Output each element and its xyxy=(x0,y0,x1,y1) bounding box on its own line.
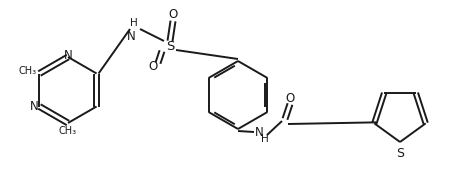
Text: O: O xyxy=(285,93,294,105)
Text: S: S xyxy=(395,147,403,160)
Text: CH₃: CH₃ xyxy=(59,126,77,136)
Text: H: H xyxy=(130,18,138,28)
Text: O: O xyxy=(168,8,177,21)
Text: N: N xyxy=(64,50,72,62)
Text: N: N xyxy=(127,30,136,43)
Text: N: N xyxy=(30,100,38,113)
Text: O: O xyxy=(148,61,157,73)
Text: H: H xyxy=(261,134,268,144)
Text: CH₃: CH₃ xyxy=(18,67,37,76)
Text: S: S xyxy=(166,41,174,53)
Text: N: N xyxy=(254,127,263,139)
